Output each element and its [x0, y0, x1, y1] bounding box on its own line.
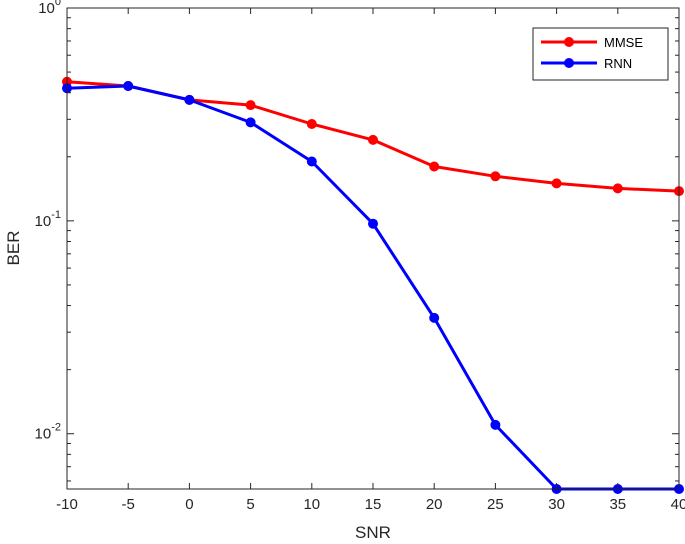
y-tick-label: 100 [38, 0, 61, 17]
y-tick-label-exponent: -1 [51, 209, 61, 221]
data-point-mmse [429, 161, 440, 172]
x-tick-label: 35 [609, 496, 626, 513]
y-tick-label: 10-1 [35, 209, 61, 230]
x-tick-label: 40 [671, 496, 685, 513]
data-point-mmse [368, 134, 378, 145]
x-tick-label: 10 [303, 496, 320, 513]
x-tick-label: 5 [246, 496, 254, 513]
data-point-mmse [245, 100, 256, 111]
y-tick-label: 10-2 [35, 422, 61, 443]
tick-layer [66, 7, 680, 489]
y-tick-label-base: 10 [35, 426, 52, 443]
data-point-mmse [306, 119, 317, 129]
legend-marker-mmse [564, 37, 574, 47]
x-tick-label: -10 [56, 496, 78, 513]
legend-marker-rnn [564, 58, 574, 68]
x-tick-label: 15 [365, 496, 382, 513]
y-tick-label-exponent: 0 [55, 0, 61, 8]
data-point-rnn [245, 117, 256, 128]
y-tick-label-base: 10 [35, 213, 52, 230]
plot-area [67, 8, 679, 489]
x-axis-title: SNR [355, 523, 391, 542]
y-tick-label-base: 10 [38, 0, 55, 17]
x-tick-label: 30 [548, 496, 565, 513]
y-tick-label-exponent: -2 [51, 422, 61, 434]
data-point-rnn [490, 419, 501, 430]
data-point-rnn [429, 312, 440, 323]
data-point-mmse [490, 171, 501, 182]
legend-box [532, 27, 669, 81]
legend: MMSE RNN [532, 27, 669, 81]
x-tick-label: 0 [185, 496, 193, 513]
x-tick-label: -5 [122, 496, 135, 513]
y-axis-title: BER [4, 231, 23, 266]
data-point-rnn [368, 218, 378, 229]
legend-label-rnn: RNN [604, 56, 632, 71]
legend-label-mmse: MMSE [604, 35, 643, 50]
data-point-rnn [306, 156, 317, 167]
data-point-rnn [123, 81, 134, 91]
x-tick-label: 20 [426, 496, 443, 513]
data-point-mmse [612, 183, 623, 194]
x-tick-label: 25 [487, 496, 504, 513]
data-point-rnn [184, 94, 195, 105]
data-point-mmse [551, 178, 562, 189]
